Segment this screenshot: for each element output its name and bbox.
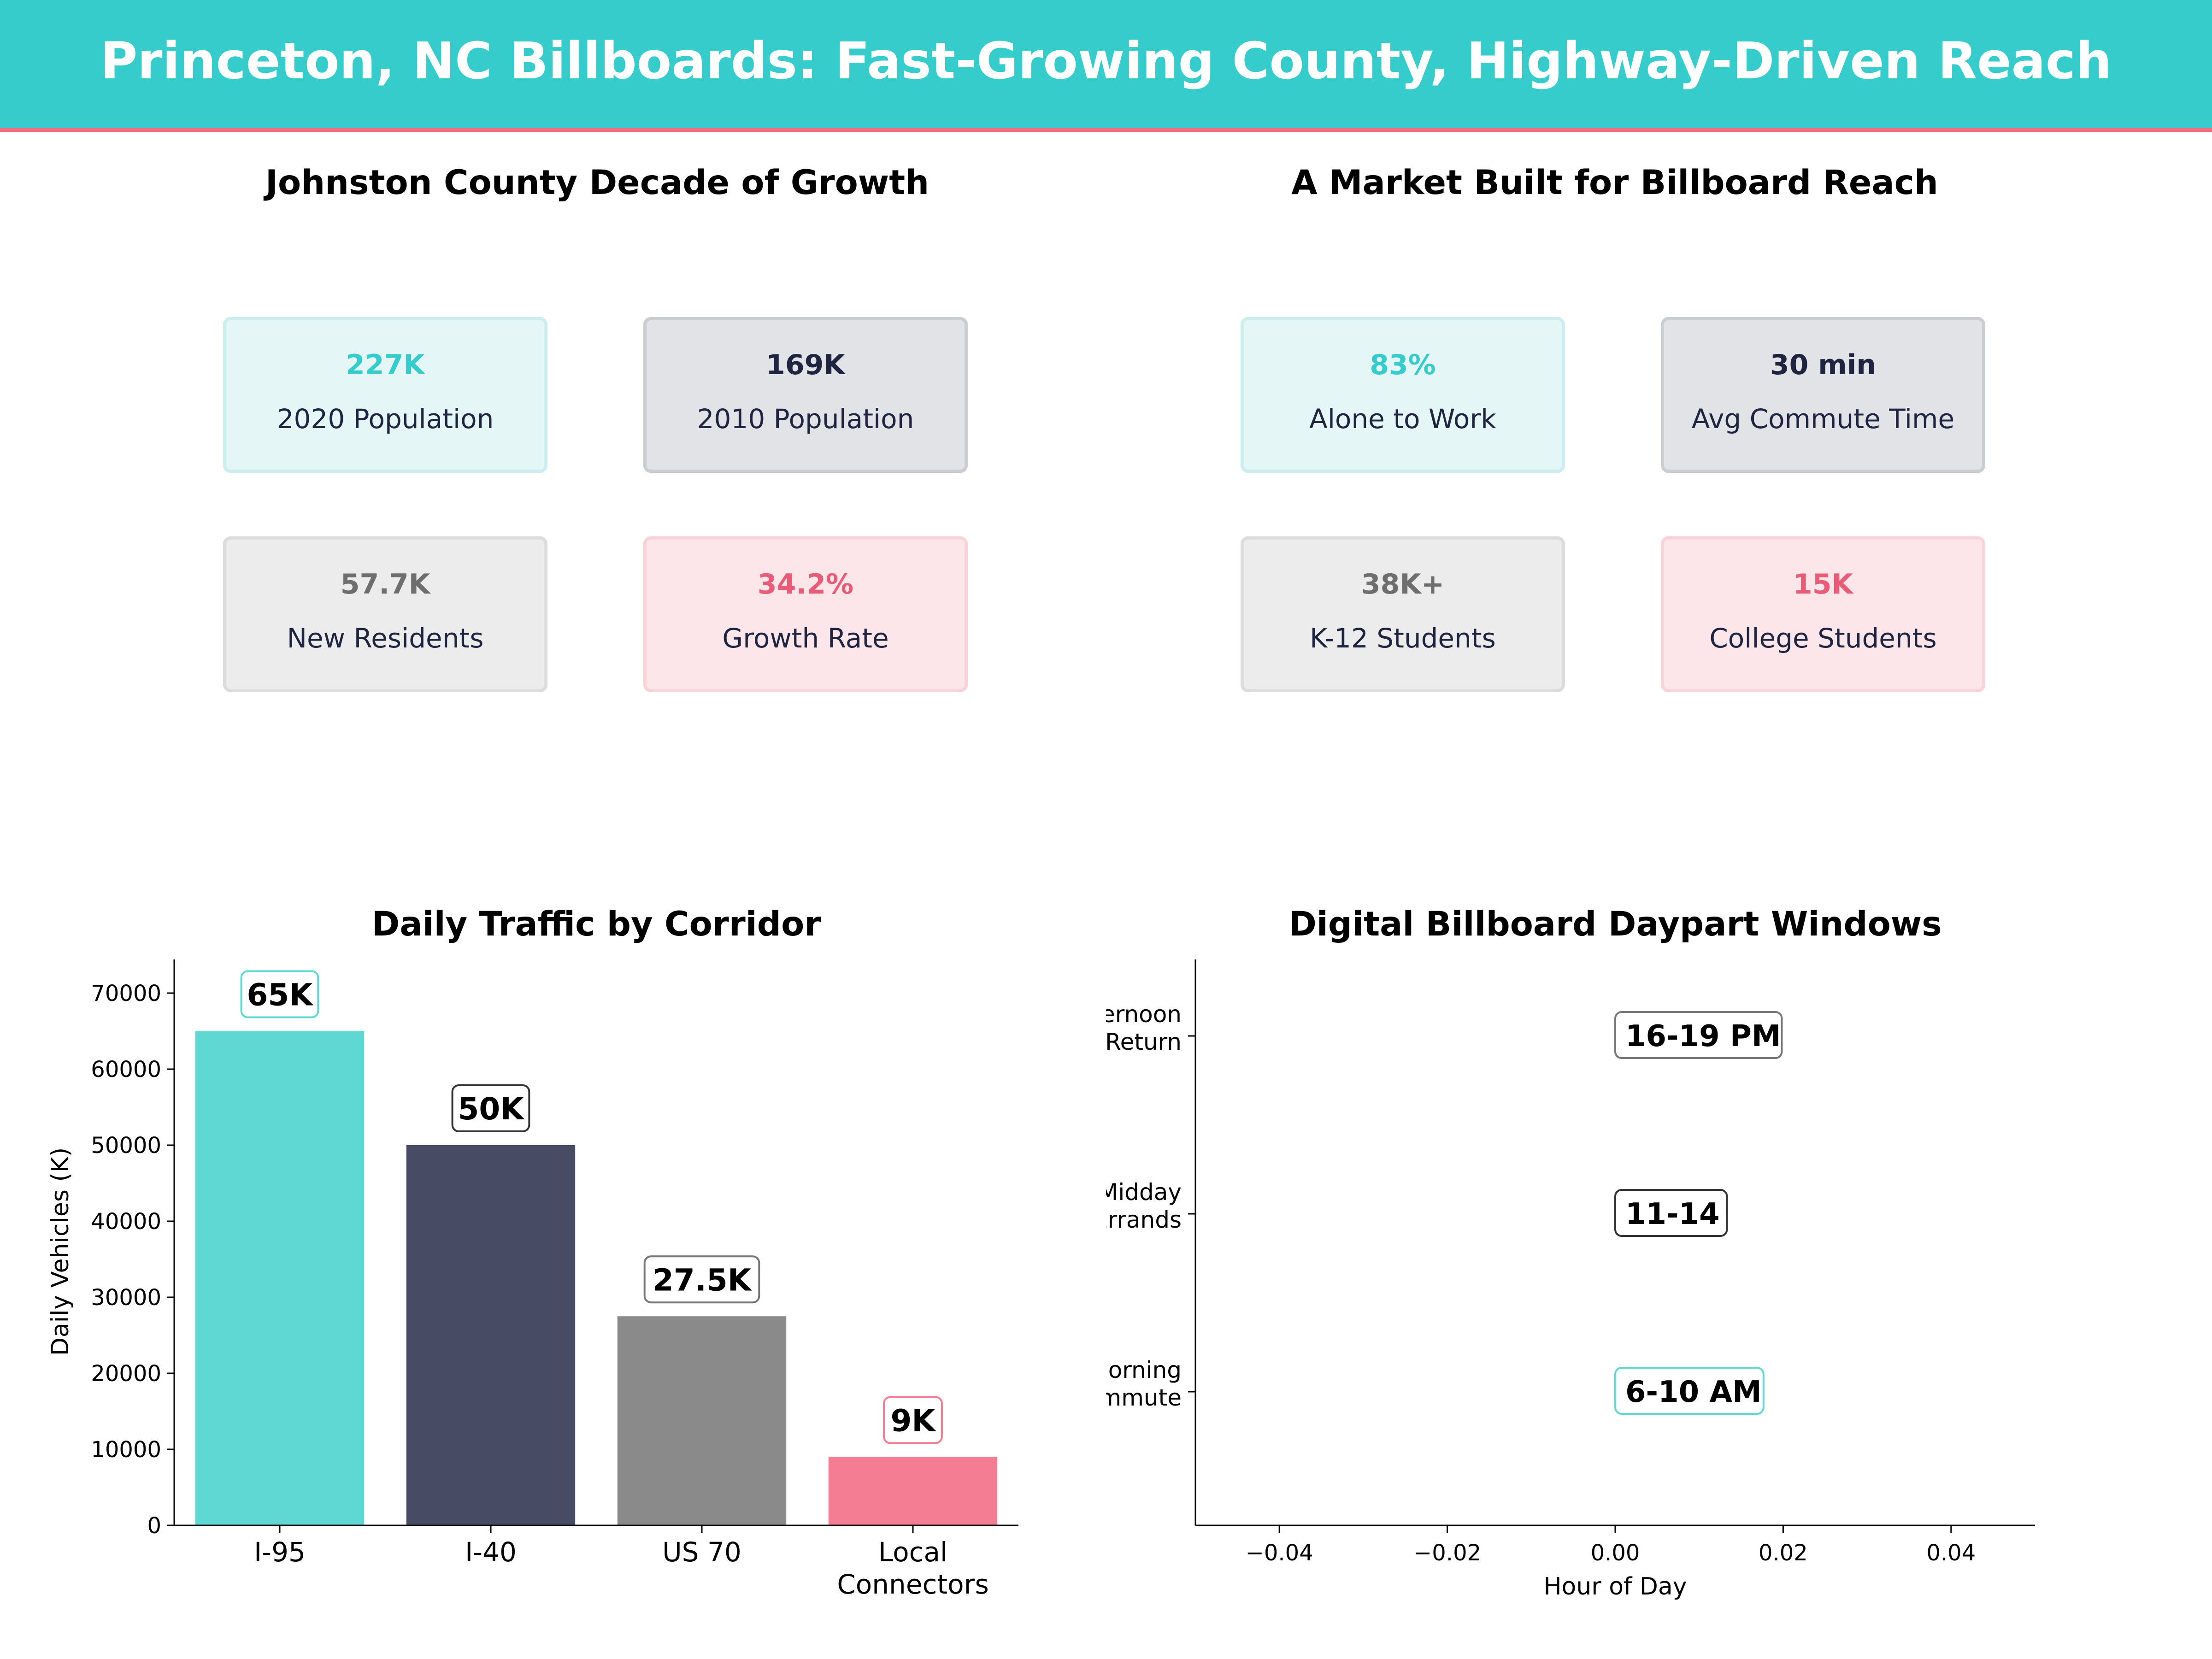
bar-data-label-box-1: [451, 1084, 530, 1132]
x-tick-label: US 70: [662, 1536, 741, 1568]
x-tick-label: 0.02: [1759, 1540, 1808, 1566]
y-tick-label: 60000: [91, 1057, 161, 1082]
daypart-label-box-2: [1614, 1011, 1783, 1059]
kpi-value: 34.2%: [757, 568, 854, 600]
kpi-value: 57.7K: [340, 568, 430, 600]
y-tick-label: 70000: [91, 981, 161, 1006]
y-tick-label: 50000: [91, 1133, 161, 1159]
x-tick-label: Connectors: [837, 1569, 988, 1600]
kpi-label: College Students: [1709, 623, 1937, 654]
y-tick-label: Return: [1106, 1029, 1182, 1055]
x-tick-label: 0.04: [1926, 1540, 1976, 1566]
y-tick-label: 40000: [91, 1209, 161, 1235]
kpi-value: 30 min: [1770, 349, 1877, 381]
x-axis-label: Hour of Day: [1543, 1573, 1687, 1600]
y-axis-label: Daily Vehicles (K): [47, 1147, 74, 1356]
bar-1: [406, 1145, 576, 1525]
y-tick-label: Midday: [1106, 1179, 1182, 1206]
bar-0: [195, 1031, 365, 1525]
kpi-card-2010-population: 169K 2010 Population: [643, 317, 968, 473]
kpi-label: Alone to Work: [1309, 403, 1496, 435]
page-title: Princeton, NC Billboards: Fast-Growing C…: [100, 31, 2112, 90]
y-tick-label: 0: [147, 1513, 161, 1539]
kpi-card-k12-students: 38K+ K-12 Students: [1241, 536, 1565, 692]
kpi-card-avg-commute-time: 30 min Avg Commute Time: [1661, 317, 1985, 473]
y-tick-label: Afternoon: [1106, 1001, 1182, 1028]
kpi-label: New Residents: [287, 623, 484, 654]
x-tick-label: 0.00: [1591, 1540, 1640, 1566]
bar-data-label-box-0: [240, 970, 319, 1018]
bar-data-label: 9K: [890, 1403, 936, 1439]
y-tick-label: Errands: [1106, 1206, 1182, 1233]
kpi-value: 15K: [1793, 568, 1853, 600]
daypart-label-box-0: [1614, 1367, 1765, 1415]
daypart-label: 6-10 AM: [1625, 1375, 1762, 1409]
kpi-value: 38K+: [1361, 568, 1445, 600]
x-tick-label: Local: [878, 1536, 947, 1568]
kpi-card-2020-population: 227K 2020 Population: [223, 317, 547, 473]
daypart-label-box-1: [1614, 1189, 1728, 1237]
bar-2: [617, 1316, 787, 1525]
x-tick-label: I-40: [465, 1536, 517, 1568]
chart-title: Daily Traffic by Corridor: [372, 905, 821, 944]
bar-data-label-box-2: [643, 1255, 760, 1304]
y-tick-label: 10000: [91, 1437, 161, 1463]
bar-data-label: 65K: [247, 977, 314, 1013]
kpi-label: Avg Commute Time: [1691, 403, 1955, 435]
kpi-value: 169K: [766, 349, 845, 381]
kpi-value: 83%: [1370, 349, 1436, 381]
growth-panel-title: Johnston County Decade of Growth: [265, 163, 930, 202]
y-tick-label: Morning: [1106, 1357, 1182, 1383]
traffic-bar-chart: Daily Traffic by Corridor 65K I-95 50K I-40 2…: [47, 905, 1018, 1600]
market-panel-title: A Market Built for Billboard Reach: [1291, 163, 1938, 202]
kpi-label: 2010 Population: [697, 403, 914, 435]
chart-title: Digital Billboard Daypart Windows: [1288, 905, 1941, 944]
bar-data-label-box-3: [883, 1396, 943, 1444]
daypart-label: 11-14: [1625, 1197, 1720, 1231]
kpi-label: K-12 Students: [1310, 623, 1496, 654]
bar-data-label: 27.5K: [653, 1262, 753, 1298]
kpi-label: Growth Rate: [722, 623, 889, 654]
x-tick-label: −0.04: [1246, 1540, 1313, 1566]
kpi-card-new-residents: 57.7K New Residents: [223, 536, 547, 692]
y-tick-label: Commute: [1106, 1384, 1182, 1411]
daypart-chart: Digital Billboard Daypart Windows Morning…: [1106, 905, 2035, 1600]
x-tick-label: −0.02: [1413, 1540, 1481, 1566]
header-banner: Princeton, NC Billboards: Fast-Growing C…: [0, 0, 2212, 132]
bar-data-label: 50K: [458, 1091, 525, 1127]
y-tick-label: 20000: [91, 1361, 161, 1387]
kpi-label: 2020 Population: [276, 403, 494, 435]
daypart-label: 16-19 PM: [1625, 1019, 1781, 1053]
kpi-value: 227K: [346, 349, 425, 381]
kpi-card-alone-to-work: 83% Alone to Work: [1241, 317, 1565, 473]
y-tick-label: 30000: [91, 1285, 161, 1311]
kpi-card-college-students: 15K College Students: [1661, 536, 1985, 692]
x-tick-label: I-95: [254, 1536, 306, 1568]
bar-3: [828, 1457, 998, 1525]
kpi-card-growth-rate: 34.2% Growth Rate: [643, 536, 968, 692]
